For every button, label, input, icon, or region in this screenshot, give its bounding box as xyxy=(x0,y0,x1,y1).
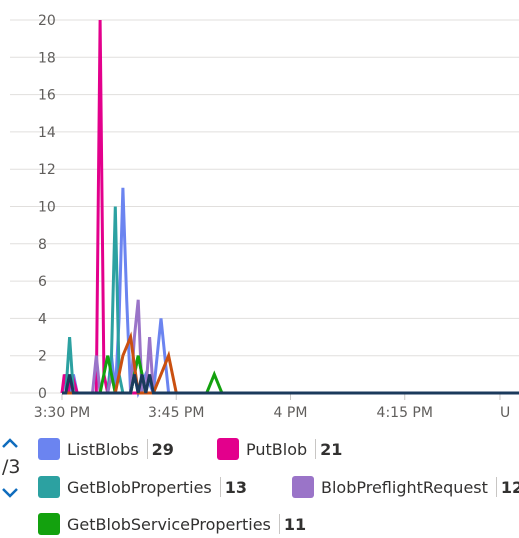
y-tick-label: 0 xyxy=(38,386,47,402)
legend-swatch xyxy=(217,438,239,460)
legend-label: BlobPreflightRequest xyxy=(321,477,488,497)
y-tick-label: 20 xyxy=(38,13,56,29)
chevron-down-icon[interactable] xyxy=(1,484,19,500)
legend-divider xyxy=(146,439,148,459)
legend-swatch xyxy=(38,513,60,535)
legend-count: 29 xyxy=(151,439,174,459)
x-tick-label: 4:15 PM xyxy=(377,405,433,421)
legend-item-getblobserviceproperties[interactable]: GetBlobServiceProperties 11 xyxy=(38,513,306,535)
legend-page-indicator: /3 xyxy=(2,456,21,478)
x-tick-label: 3:45 PM xyxy=(148,405,204,421)
legend-label: PutBlob xyxy=(246,439,308,459)
y-tick-label: 16 xyxy=(38,88,56,104)
legend-divider xyxy=(495,477,497,497)
legend-pager: /3 xyxy=(0,432,30,507)
legend-item-blobpreflightrequest[interactable]: BlobPreflightRequest 12 xyxy=(292,476,519,498)
series-line-listblobs xyxy=(60,187,519,399)
legend-count: 11 xyxy=(283,514,307,534)
legend-item-listblobs[interactable]: ListBlobs 29 xyxy=(38,438,174,460)
y-tick-label: 2 xyxy=(38,349,47,365)
legend-divider xyxy=(278,514,280,534)
y-tick-label: 4 xyxy=(38,311,47,327)
legend-item-putblob[interactable]: PutBlob 21 xyxy=(217,438,342,460)
line-chart: 0 2 4 6 8 10 12 14 16 18 20 3:30 PM 3:45 PM 4 PM 4:15 … xyxy=(10,13,519,421)
legend-label: GetBlobProperties xyxy=(67,477,212,497)
chart-svg: 0 2 4 6 8 10 12 14 16 18 20 3:30 PM 3:45 PM 4 PM 4:15 … xyxy=(10,13,519,421)
legend-count: 12 xyxy=(500,477,519,497)
legend-divider xyxy=(219,477,221,497)
legend-item-getblobproperties[interactable]: GetBlobProperties 13 xyxy=(38,476,247,498)
legend-swatch xyxy=(38,438,60,460)
legend-swatch xyxy=(38,476,60,498)
legend-count: 13 xyxy=(224,477,248,497)
x-tick-label: U xyxy=(500,405,510,421)
legend-divider xyxy=(315,439,317,459)
legend-swatch xyxy=(292,476,314,498)
legend-label: GetBlobServiceProperties xyxy=(67,514,271,534)
y-tick-label: 18 xyxy=(38,50,56,66)
y-tick-label: 14 xyxy=(38,125,56,141)
chevron-up-icon[interactable] xyxy=(1,434,19,450)
series-line-unnamed-6 xyxy=(62,374,519,395)
y-tick-label: 8 xyxy=(38,237,47,253)
legend-count: 21 xyxy=(320,439,343,459)
y-tick-label: 12 xyxy=(38,162,56,178)
legend-label: ListBlobs xyxy=(67,439,139,459)
y-tick-label: 10 xyxy=(38,200,56,216)
x-tick-label: 4 PM xyxy=(274,405,308,421)
x-tick-label: 3:30 PM xyxy=(34,405,90,421)
y-tick-label: 6 xyxy=(38,274,47,290)
